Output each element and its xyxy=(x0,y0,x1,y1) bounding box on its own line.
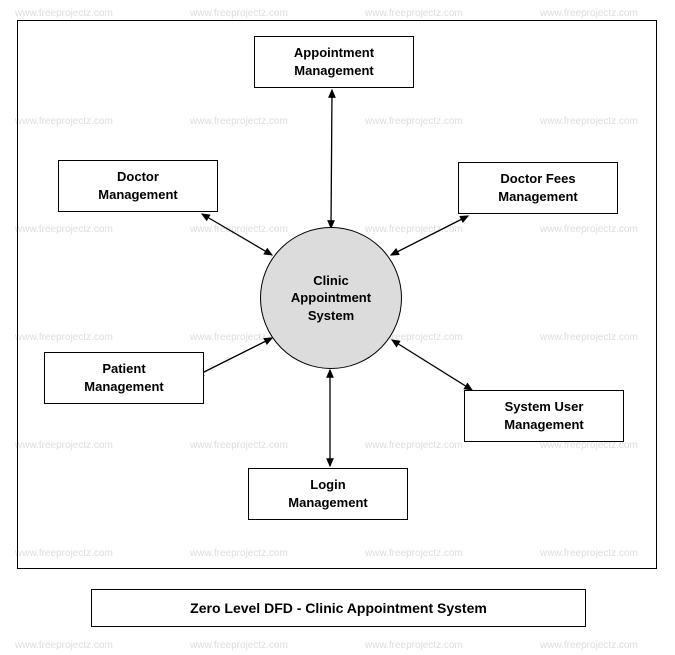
center-process-circle: ClinicAppointmentSystem xyxy=(260,227,402,369)
watermark-text: www.freeprojectz.com xyxy=(190,640,288,651)
node-appointment: AppointmentManagement xyxy=(254,36,414,88)
node-doctor-fees: Doctor FeesManagement xyxy=(458,162,618,214)
node-label: System UserManagement xyxy=(504,398,583,433)
node-label: DoctorManagement xyxy=(98,168,177,203)
node-doctor: DoctorManagement xyxy=(58,160,218,212)
diagram-title-box: Zero Level DFD - Clinic Appointment Syst… xyxy=(91,589,586,627)
watermark-text: www.freeprojectz.com xyxy=(15,640,113,651)
node-label: LoginManagement xyxy=(288,476,367,511)
diagram-canvas: www.freeprojectz.com www.freeprojectz.com… xyxy=(0,0,675,655)
node-login: LoginManagement xyxy=(248,468,408,520)
watermark-text: www.freeprojectz.com xyxy=(190,8,288,19)
watermark-text: www.freeprojectz.com xyxy=(365,640,463,651)
center-process-label: ClinicAppointmentSystem xyxy=(291,272,371,325)
node-label: PatientManagement xyxy=(84,360,163,395)
watermark-text: www.freeprojectz.com xyxy=(365,8,463,19)
diagram-title-label: Zero Level DFD - Clinic Appointment Syst… xyxy=(190,600,487,616)
watermark-text: www.freeprojectz.com xyxy=(540,8,638,19)
node-patient: PatientManagement xyxy=(44,352,204,404)
node-label: AppointmentManagement xyxy=(294,44,374,79)
node-label: Doctor FeesManagement xyxy=(498,170,577,205)
watermark-text: www.freeprojectz.com xyxy=(540,640,638,651)
node-system-user: System UserManagement xyxy=(464,390,624,442)
watermark-text: www.freeprojectz.com xyxy=(15,8,113,19)
